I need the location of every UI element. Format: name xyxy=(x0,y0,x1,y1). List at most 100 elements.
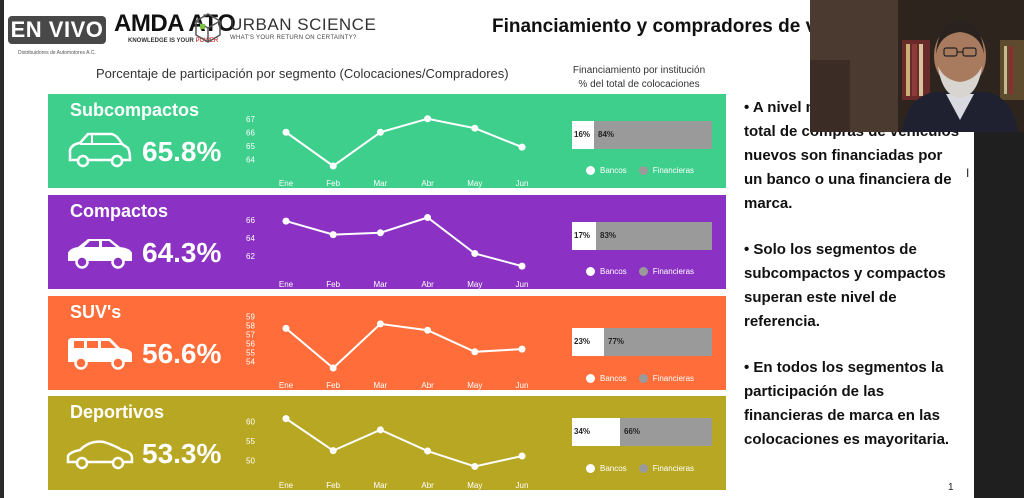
financial-pct-label: 77% xyxy=(608,337,625,346)
y-tick-label: 57 xyxy=(246,331,255,340)
x-tick-label: Feb xyxy=(326,179,340,188)
data-point xyxy=(471,124,479,132)
segment-panel-compactos: Compactos 64.3% 62 64 66 Ene Feb Mar Abr May Jun… xyxy=(48,195,726,289)
suv-car-icon xyxy=(68,338,132,370)
bank-pct-label: 23% xyxy=(574,337,591,346)
x-tick-label: Abr xyxy=(421,280,434,289)
side-panel-background xyxy=(974,132,1024,498)
legend-bank-dot xyxy=(586,267,595,276)
x-tick-label: Mar xyxy=(374,179,388,188)
y-tick-label: 66 xyxy=(246,128,255,137)
data-point xyxy=(424,115,432,123)
data-point xyxy=(518,262,526,270)
data-point xyxy=(471,462,479,470)
legend-bank-dot xyxy=(586,166,595,175)
legend-financial-dot xyxy=(638,267,648,276)
data-point xyxy=(282,128,290,136)
segment-name: Deportivos xyxy=(70,402,165,422)
legend-bank-label: Bancos xyxy=(600,267,627,276)
data-point xyxy=(282,415,290,423)
financing-heading-line2: % del total de colocaciones xyxy=(578,79,700,90)
text-cursor-icon: I xyxy=(966,166,970,180)
data-point xyxy=(376,426,384,434)
y-tick-label: 55 xyxy=(246,437,255,446)
sports-car-icon xyxy=(66,440,134,470)
financial-pct-label: 66% xyxy=(624,427,641,436)
urban-science-logo: URBAN SCIENCE xyxy=(230,15,377,34)
data-point xyxy=(376,320,384,328)
bank-pct-label: 34% xyxy=(574,427,591,436)
segment-pct: 64.3% xyxy=(142,237,222,268)
x-tick-label: Mar xyxy=(374,381,388,390)
x-tick-label: Mar xyxy=(374,280,388,289)
y-tick-label: 67 xyxy=(246,115,255,124)
data-point xyxy=(376,128,384,136)
line-chart-deportivos: 50 55 60 Ene Feb Mar Abr May Jun xyxy=(246,415,529,490)
data-point xyxy=(282,217,290,225)
data-point xyxy=(518,143,526,151)
legend-bank-label: Bancos xyxy=(600,464,627,473)
financing-bar: 17% 83% xyxy=(572,222,712,250)
series-line xyxy=(285,417,523,468)
y-tick-label: 56 xyxy=(246,340,255,349)
x-tick-label: Jun xyxy=(516,179,529,188)
x-tick-label: Jun xyxy=(516,381,529,390)
y-tick-label: 55 xyxy=(246,349,255,358)
legend-bank-dot xyxy=(586,374,595,383)
segment-panel-suvs: SUV's 56.6% 54 55 56 57 58 59 Ene Feb Mar Abr May J… xyxy=(48,296,726,390)
legend-financial-dot xyxy=(638,374,648,383)
x-tick-label: Feb xyxy=(326,280,340,289)
x-tick-label: Abr xyxy=(421,381,434,390)
segment-name: Subcompactos xyxy=(70,100,200,120)
y-tick-label: 60 xyxy=(246,418,255,427)
data-point xyxy=(471,348,479,356)
financing-bar: 23% 77% xyxy=(572,328,712,356)
series-line xyxy=(285,216,523,268)
x-tick-label: Mar xyxy=(374,481,388,490)
data-point xyxy=(424,214,432,221)
data-point xyxy=(518,345,526,353)
urban-science-tagline: WHAT'S YOUR RETURN ON CERTAINTY? xyxy=(230,35,357,41)
y-tick-label: 62 xyxy=(246,252,255,261)
bank-share-bar xyxy=(572,222,596,250)
bank-pct-label: 16% xyxy=(574,130,591,139)
y-tick-label: 50 xyxy=(246,456,255,465)
legend-financial-label: Financieras xyxy=(652,166,695,175)
segment-panel-deportivos: Deportivos 53.3% 50 55 60 Ene Feb Mar Abr May Ju… xyxy=(48,396,726,490)
bank-share-bar xyxy=(572,418,620,446)
segment-heading: Porcentaje de participación por segmento… xyxy=(96,66,509,81)
data-point xyxy=(329,162,337,170)
page-number: 1 xyxy=(948,482,954,493)
legend-financial-label: Financieras xyxy=(652,374,695,383)
legend-bank-dot xyxy=(586,464,595,473)
x-tick-label: Ene xyxy=(279,280,294,289)
data-point xyxy=(329,231,337,239)
financing-bar: 16% 84% xyxy=(572,121,712,149)
financing-bar: 34% 66% xyxy=(572,418,712,446)
y-tick-label: 54 xyxy=(246,358,255,367)
segment-name: SUV's xyxy=(70,302,122,322)
data-point xyxy=(329,364,337,372)
series-line xyxy=(285,322,523,370)
y-tick-label: 65 xyxy=(246,142,255,151)
bank-pct-label: 17% xyxy=(574,231,591,240)
x-tick-label: Ene xyxy=(279,481,294,490)
legend-bank-label: Bancos xyxy=(600,374,627,383)
legend-financial-dot xyxy=(638,166,648,175)
amda-subtitle: Distribuidores de Automotores A.C. xyxy=(18,50,96,56)
webcam-video xyxy=(810,0,1024,132)
live-badge: EN VIVO xyxy=(6,14,108,46)
x-tick-label: Jun xyxy=(516,481,529,490)
financial-pct-label: 83% xyxy=(600,231,617,240)
data-point xyxy=(424,326,432,334)
segment-pct: 53.3% xyxy=(142,438,222,469)
data-point xyxy=(518,452,526,460)
hatchback-car-icon xyxy=(68,132,132,168)
segment-name: Compactos xyxy=(70,201,169,221)
data-point xyxy=(329,447,337,455)
segment-pct: 65.8% xyxy=(142,136,222,167)
line-chart-subcompactos: 64 65 66 67 Ene Feb Mar Abr May Jun xyxy=(246,115,529,188)
legend-financial-label: Financieras xyxy=(652,267,695,276)
